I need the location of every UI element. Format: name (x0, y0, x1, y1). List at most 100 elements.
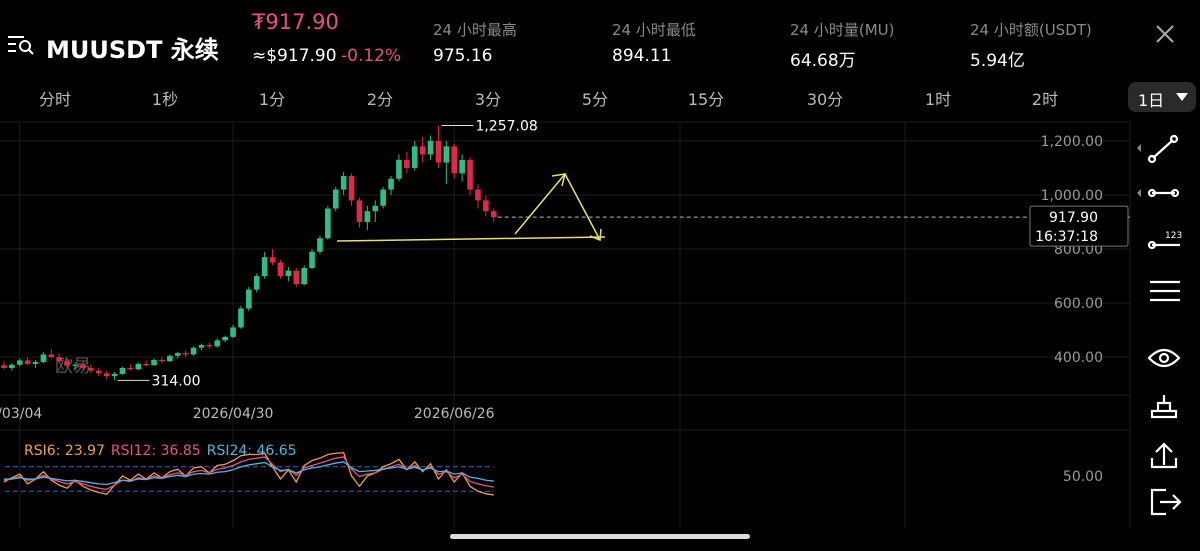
symbol[interactable]: MUUSDT 永续 (46, 36, 219, 64)
menu-icon[interactable] (6, 33, 36, 55)
home-indicator (450, 534, 750, 539)
rsi-line (3, 456, 494, 491)
candle-body (253, 276, 260, 290)
timeframe[interactable]: 2时 (1031, 90, 1059, 109)
candle-body (48, 354, 55, 358)
candle-body (451, 146, 458, 174)
candle-body (246, 289, 252, 309)
candle-body (293, 270, 300, 285)
price-usd: ≈$917.90 (252, 46, 337, 66)
y-tick-label: 600.00 (1054, 296, 1103, 312)
drawing (336, 172, 606, 242)
candle-body (182, 353, 189, 355)
toolbar[interactable] (1147, 134, 1182, 516)
timeframe[interactable]: 分时 (38, 90, 72, 109)
candle-body (475, 189, 481, 201)
timeframe[interactable]: 15分 (687, 90, 725, 109)
toolbar-icon: 123 (1165, 231, 1182, 241)
x-tick-label: /03/04 (0, 406, 42, 422)
stat-value: 975.16 (433, 46, 493, 66)
candle-body (277, 262, 284, 277)
x-tick-label: 2026/06/26 (414, 406, 495, 422)
candle-body (167, 355, 173, 362)
y-tick-label: 1,000.00 (1041, 188, 1103, 204)
candle-body (301, 267, 307, 285)
watermark: 欧易 (55, 356, 91, 377)
timeframe[interactable]: 30分 (806, 90, 844, 109)
y-tick-label: 400.00 (1054, 350, 1103, 366)
stat-value: 5.94亿 (970, 51, 1025, 71)
timeframe[interactable]: 2分 (366, 90, 394, 109)
change: -0.12% (341, 46, 402, 66)
stat-label: 24 小时额(USDT) (970, 21, 1092, 39)
candle-body (64, 361, 70, 366)
countdown: 16:37:18 (1035, 229, 1098, 245)
candle-body (174, 353, 181, 356)
candle-body (230, 327, 236, 337)
legend-entry: RSI12: 36.85 (111, 443, 201, 459)
candle-body (9, 364, 15, 368)
candle-body (88, 367, 94, 371)
rsi-line (3, 451, 494, 496)
y-tick-label: 50.00 (1063, 469, 1103, 485)
candle-body (80, 364, 86, 368)
stat-label: 24 小时最高 (433, 21, 517, 39)
dropdown-arrow (1176, 93, 1188, 101)
candle-body (396, 159, 402, 179)
price-box (1029, 205, 1129, 247)
timeframe[interactable]: 1时 (924, 90, 952, 109)
candle-body (40, 354, 47, 363)
stat-label: 24 小时最低 (612, 21, 696, 39)
candle-body (317, 238, 323, 252)
candle-body (206, 344, 213, 347)
candle-body (103, 373, 110, 377)
timeframe[interactable]: 1秒 (151, 90, 179, 109)
timeframe[interactable]: 5分 (581, 90, 609, 109)
candle-body (261, 257, 268, 277)
candle-body (151, 359, 157, 366)
candle-body (1, 365, 7, 368)
stat-label: 24 小时量(MU) (790, 21, 895, 39)
price: ₮917.90 (252, 10, 339, 34)
candle-body (419, 146, 426, 155)
candle-body (309, 251, 315, 268)
candle-body (364, 211, 371, 223)
extreme-label: 314.00 (152, 373, 201, 389)
candle-body (72, 364, 78, 366)
candle-body (483, 200, 489, 212)
candle-body (32, 362, 39, 364)
timeframe-selected[interactable]: 1日 (1128, 82, 1196, 112)
legend-entry: RSI24: 46.65 (207, 443, 297, 459)
candle-body (214, 340, 221, 347)
timeframe[interactable]: 1分 (258, 90, 286, 109)
candle-body (372, 205, 379, 212)
candle-body (95, 370, 102, 374)
candle-body (238, 308, 244, 328)
y-tick-label: 1,200.00 (1041, 134, 1103, 150)
candle-body (340, 176, 347, 190)
close-button[interactable] (1155, 24, 1175, 44)
candle-body (411, 146, 418, 168)
candle-body (380, 189, 386, 206)
candle-body (435, 140, 442, 163)
stat-value: 64.68万 (790, 51, 856, 71)
candle-body (467, 159, 473, 190)
candle-body (111, 373, 118, 377)
candle-body (24, 360, 31, 364)
candle-body (269, 257, 276, 263)
timeframe-label: 1日 (1138, 91, 1165, 110)
candle-body (356, 200, 363, 223)
candle-body (443, 146, 450, 163)
timeframe[interactable]: 3分 (474, 90, 502, 109)
rsi-line (3, 461, 494, 486)
legend-entry: RSI6: 23.97 (24, 443, 105, 459)
stat-value: 894.11 (612, 46, 672, 66)
candle-body (490, 211, 497, 218)
candle-body (285, 270, 292, 277)
candle-body (190, 347, 197, 355)
candle-body (459, 159, 465, 174)
candle-body (127, 367, 134, 370)
candle-body (404, 159, 410, 168)
candle-body (159, 359, 165, 362)
